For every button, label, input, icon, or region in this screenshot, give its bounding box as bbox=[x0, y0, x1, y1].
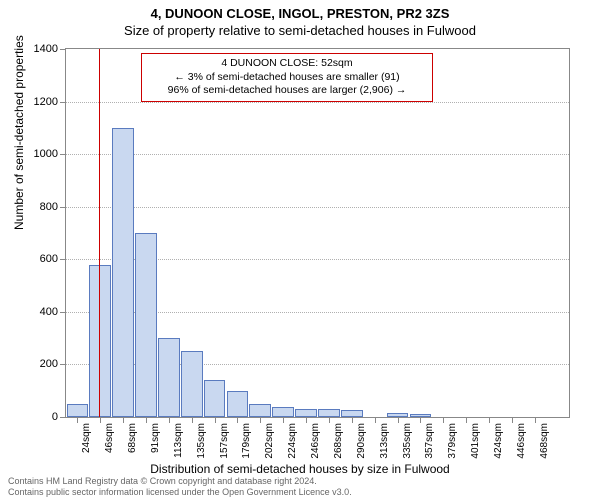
x-axis-title: Distribution of semi-detached houses by … bbox=[0, 462, 600, 476]
histogram-bar bbox=[249, 404, 271, 417]
histogram-bar bbox=[181, 351, 203, 417]
chart-container: 4, DUNOON CLOSE, INGOL, PRESTON, PR2 3ZS… bbox=[0, 0, 600, 500]
reference-line bbox=[99, 49, 100, 417]
annotation-box: 4 DUNOON CLOSE: 52sqm← 3% of semi-detach… bbox=[141, 53, 433, 102]
y-tick bbox=[60, 364, 66, 365]
y-tick-label: 1200 bbox=[34, 96, 58, 108]
y-tick bbox=[60, 49, 66, 50]
x-tick bbox=[283, 417, 284, 423]
y-tick-label: 600 bbox=[40, 253, 58, 265]
x-tick bbox=[260, 417, 261, 423]
y-tick-label: 200 bbox=[40, 358, 58, 370]
x-tick bbox=[100, 417, 101, 423]
x-tick bbox=[443, 417, 444, 423]
annotation-line: 4 DUNOON CLOSE: 52sqm bbox=[148, 57, 426, 71]
x-tick-label: 290sqm bbox=[356, 423, 367, 459]
x-tick bbox=[215, 417, 216, 423]
x-tick-label: 379sqm bbox=[447, 423, 458, 459]
x-tick bbox=[123, 417, 124, 423]
x-tick-label: 24sqm bbox=[81, 423, 92, 453]
annotation-line: 96% of semi-detached houses are larger (… bbox=[148, 84, 426, 98]
x-tick-label: 246sqm bbox=[310, 423, 321, 459]
x-tick bbox=[352, 417, 353, 423]
footer-text: Contains HM Land Registry data © Crown c… bbox=[8, 476, 352, 498]
y-axis-title: Number of semi-detached properties bbox=[12, 35, 26, 230]
x-tick-label: 202sqm bbox=[264, 423, 275, 459]
x-tick bbox=[489, 417, 490, 423]
x-tick-label: 446sqm bbox=[516, 423, 527, 459]
x-tick-label: 335sqm bbox=[402, 423, 413, 459]
x-tick bbox=[77, 417, 78, 423]
y-tick-label: 400 bbox=[40, 306, 58, 318]
x-tick bbox=[535, 417, 536, 423]
histogram-bar bbox=[158, 338, 180, 417]
histogram-bar bbox=[67, 404, 89, 417]
x-tick bbox=[306, 417, 307, 423]
footer-line1: Contains HM Land Registry data © Crown c… bbox=[8, 476, 352, 487]
x-tick bbox=[192, 417, 193, 423]
x-tick bbox=[329, 417, 330, 423]
x-tick bbox=[398, 417, 399, 423]
annotation-line: ← 3% of semi-detached houses are smaller… bbox=[148, 71, 426, 85]
footer-line2: Contains public sector information licen… bbox=[8, 487, 352, 498]
grid-line bbox=[66, 154, 569, 155]
histogram-bar bbox=[112, 128, 134, 417]
y-tick-label: 1000 bbox=[34, 148, 58, 160]
histogram-bar bbox=[227, 391, 249, 417]
y-tick bbox=[60, 312, 66, 313]
x-tick-label: 424sqm bbox=[493, 423, 504, 459]
y-tick bbox=[60, 417, 66, 418]
x-tick bbox=[512, 417, 513, 423]
y-tick-label: 1400 bbox=[34, 43, 58, 55]
y-tick bbox=[60, 259, 66, 260]
x-tick-label: 157sqm bbox=[219, 423, 230, 459]
plot-area: 020040060080010001200140024sqm46sqm68sqm… bbox=[65, 48, 570, 418]
x-tick-label: 135sqm bbox=[196, 423, 207, 459]
y-tick bbox=[60, 154, 66, 155]
histogram-bar bbox=[318, 409, 340, 417]
grid-line bbox=[66, 207, 569, 208]
x-tick-label: 224sqm bbox=[287, 423, 298, 459]
x-tick-label: 179sqm bbox=[241, 423, 252, 459]
histogram-bar bbox=[89, 265, 111, 417]
x-tick bbox=[420, 417, 421, 423]
x-tick-label: 46sqm bbox=[104, 423, 115, 453]
x-tick-label: 68sqm bbox=[127, 423, 138, 453]
x-tick-label: 268sqm bbox=[333, 423, 344, 459]
x-tick-label: 468sqm bbox=[539, 423, 550, 459]
x-tick bbox=[466, 417, 467, 423]
y-tick-label: 800 bbox=[40, 201, 58, 213]
histogram-bar bbox=[272, 407, 294, 418]
x-tick-label: 113sqm bbox=[173, 423, 184, 458]
x-tick bbox=[146, 417, 147, 423]
x-tick-label: 357sqm bbox=[424, 423, 435, 459]
x-tick bbox=[169, 417, 170, 423]
y-tick-label: 0 bbox=[52, 411, 58, 423]
histogram-bar bbox=[295, 409, 317, 417]
chart-subtitle: Size of property relative to semi-detach… bbox=[0, 21, 600, 38]
x-tick-label: 91sqm bbox=[150, 423, 161, 453]
chart-title: 4, DUNOON CLOSE, INGOL, PRESTON, PR2 3ZS bbox=[0, 0, 600, 21]
histogram-bar bbox=[204, 380, 226, 417]
x-tick bbox=[375, 417, 376, 423]
x-tick-label: 313sqm bbox=[379, 423, 390, 459]
y-tick bbox=[60, 102, 66, 103]
y-tick bbox=[60, 207, 66, 208]
x-tick bbox=[237, 417, 238, 423]
histogram-bar bbox=[135, 233, 157, 417]
x-tick-label: 401sqm bbox=[470, 423, 481, 459]
